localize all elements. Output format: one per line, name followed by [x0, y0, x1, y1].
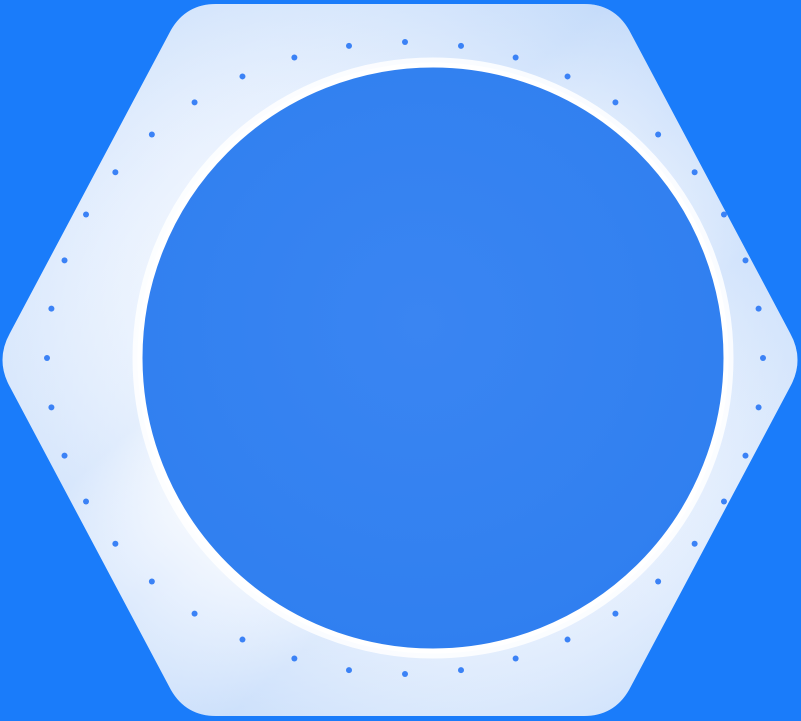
ring-dot — [291, 54, 298, 61]
ring-dot — [760, 355, 766, 361]
ring-dot — [346, 42, 352, 49]
ring-dot — [44, 355, 50, 361]
ring-dot — [402, 39, 408, 45]
ring-dot — [458, 42, 464, 49]
ring-dot — [48, 404, 55, 411]
ring-dot — [61, 452, 68, 459]
ring-dot — [742, 452, 749, 459]
inner-circle-glow — [132, 57, 734, 659]
ring-dot — [346, 667, 352, 674]
ring-dot — [512, 655, 519, 662]
ring-dot — [83, 498, 90, 505]
ring-dot — [720, 498, 727, 505]
ring-dot — [191, 610, 198, 617]
ring-dot — [112, 169, 119, 176]
ring-dot — [239, 73, 246, 80]
ring-dot — [148, 131, 155, 138]
ring-dot — [191, 99, 198, 106]
ring-dot — [61, 257, 68, 264]
ring-dot — [612, 610, 619, 617]
dot-ring — [44, 39, 766, 677]
ring-dot — [612, 99, 619, 106]
ring-dot — [83, 211, 90, 218]
ring-dot — [402, 671, 408, 677]
inner-circle-ring — [137, 62, 729, 654]
ring-dot — [239, 636, 246, 643]
ring-dot — [291, 655, 298, 662]
ring-dot — [755, 305, 762, 312]
ring-dot — [564, 636, 571, 643]
ring-dot — [512, 54, 519, 61]
ring-dot — [148, 578, 155, 585]
ring-dot — [691, 540, 698, 547]
ring-dot — [691, 169, 698, 176]
ring-dot — [755, 404, 762, 411]
ring-dot — [48, 305, 55, 312]
ring-dot — [720, 211, 727, 218]
ring-dot — [655, 131, 662, 138]
inner-circle-cutout — [132, 57, 734, 659]
ring-dot — [564, 73, 571, 80]
ring-dot — [655, 578, 662, 585]
ring-dot — [458, 667, 464, 674]
ring-dot — [742, 257, 749, 264]
ring-dot — [112, 540, 119, 547]
